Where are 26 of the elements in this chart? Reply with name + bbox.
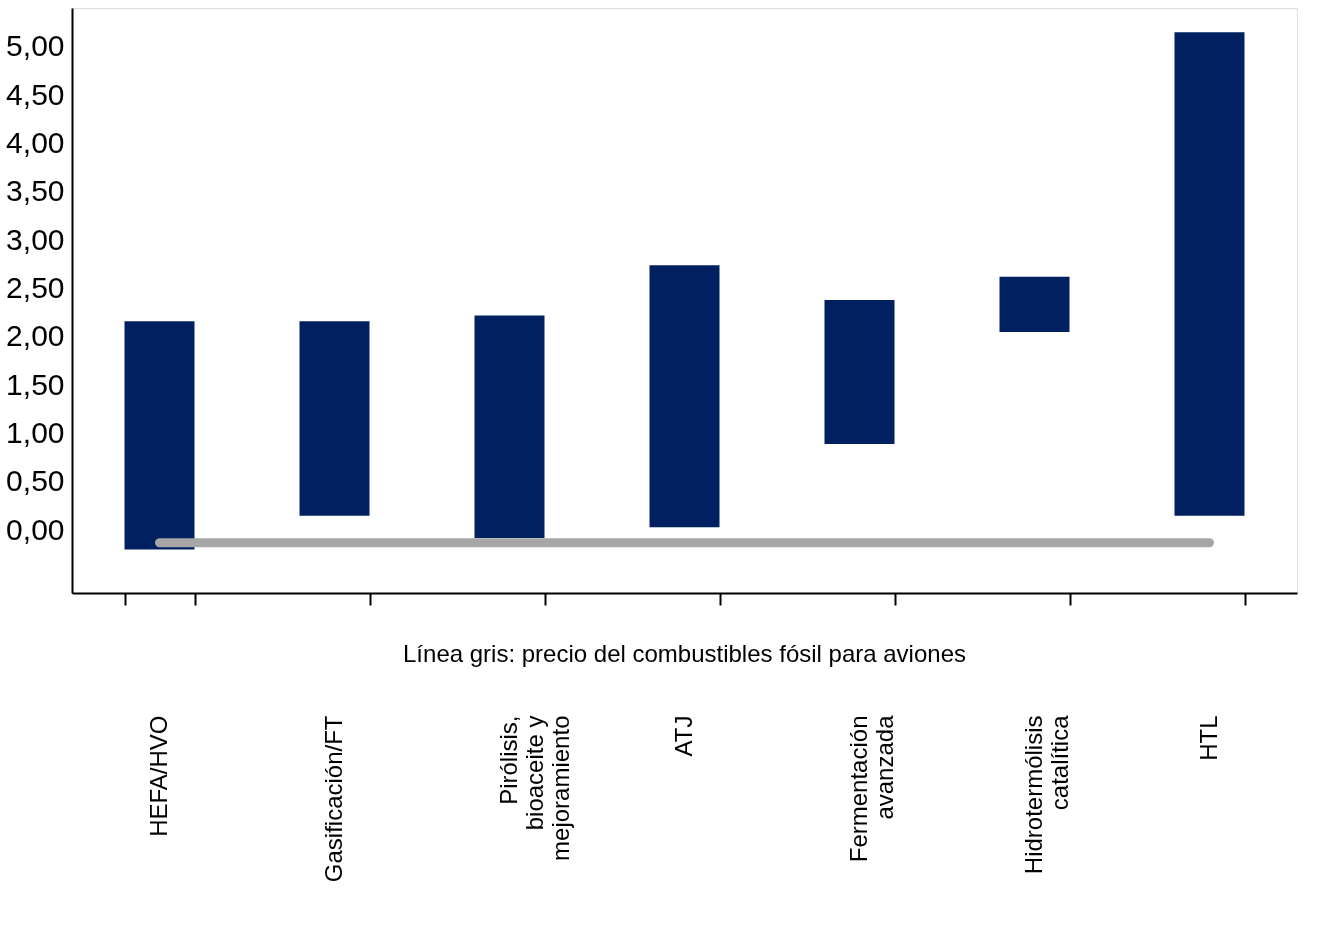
y-tick-label: 3,00: [6, 222, 65, 256]
bar: [649, 265, 720, 528]
bar: [474, 315, 545, 538]
bar: [999, 276, 1070, 332]
x-tick-label: Gasificación/FT: [320, 715, 347, 883]
x-tick-label: ATJ: [670, 715, 697, 757]
y-tick-label: 3,50: [6, 174, 65, 208]
bar: [299, 321, 370, 516]
y-tick-label: 5,00: [6, 29, 65, 63]
x-tick-label: HEFA/HVO: [145, 715, 172, 837]
y-tick-label: 0,00: [6, 512, 65, 546]
y-tick-label: 1,00: [6, 415, 65, 449]
x-tick-label: Hidrotermólisis catalítica: [1020, 714, 1073, 875]
bar: [1174, 32, 1245, 516]
bar: [824, 300, 895, 445]
y-tick-label: 2,50: [6, 270, 65, 304]
y-tick-label: 1,50: [6, 367, 65, 401]
y-tick-label: 4,50: [6, 77, 65, 111]
bar: [124, 321, 195, 550]
x-tick-label: HTL: [1195, 715, 1222, 761]
x-tick-label: Fermentación avanzada: [845, 714, 898, 863]
text: Línea gris: precio del combustibles fósil para aviones: [403, 640, 966, 667]
y-tick-label: 0,50: [6, 464, 65, 498]
y-tick-label: 4,00: [6, 125, 65, 159]
y-tick-label: 2,00: [6, 319, 65, 353]
x-tick-label: Pirólisis, bioaceite y mejoramiento: [495, 715, 574, 861]
